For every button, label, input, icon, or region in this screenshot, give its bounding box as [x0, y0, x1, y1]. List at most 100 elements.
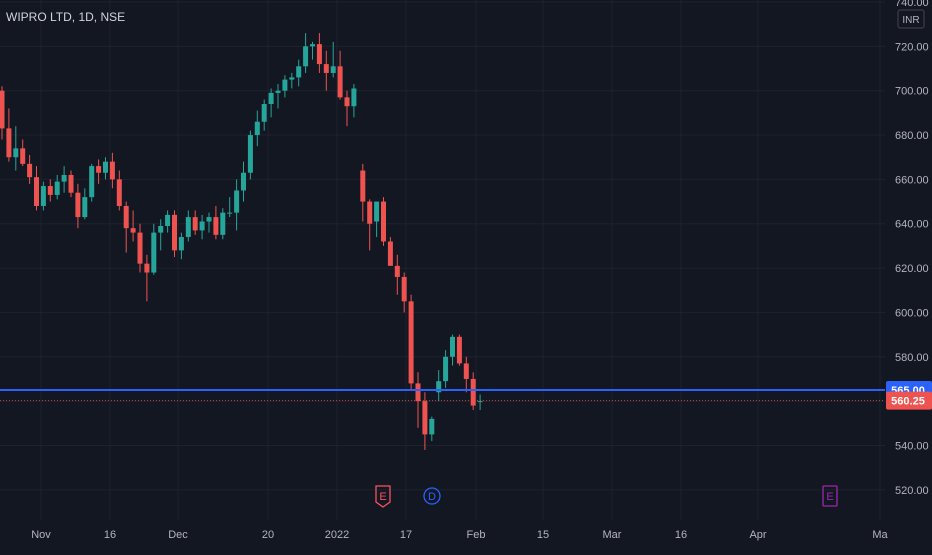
- candle: [199, 214, 205, 240]
- event-marker-earnings[interactable]: E: [375, 485, 391, 508]
- candle: [450, 334, 455, 366]
- candle-body: [401, 276, 407, 302]
- x-tick-label: 16: [675, 529, 687, 541]
- time-axis[interactable]: Nov 16 Dec 20 2022 17 Feb 15 Mar 16 Apr Ma: [0, 520, 932, 550]
- candle-body: [289, 77, 295, 80]
- candle: [27, 155, 33, 184]
- earnings-marker-icon: [375, 485, 391, 508]
- candle-body: [282, 79, 288, 91]
- candle-body: [323, 64, 329, 73]
- candle: [158, 219, 164, 251]
- y-tick-label: 720.00: [895, 41, 929, 53]
- candle-body: [268, 92, 274, 104]
- y-tick-label: 520.00: [895, 485, 929, 497]
- candle-body: [123, 206, 129, 229]
- candle: [247, 130, 253, 180]
- candle-body: [68, 174, 74, 193]
- candle-body: [144, 263, 150, 273]
- candle-body: [13, 148, 19, 158]
- y-tick-label: 700.00: [895, 86, 929, 98]
- candle-body: [241, 172, 246, 191]
- candle: [96, 159, 102, 184]
- candle: [351, 84, 357, 118]
- candle: [116, 170, 122, 211]
- y-tick-label: 680.00: [895, 130, 929, 142]
- candle-body: [247, 135, 253, 173]
- candle: [330, 41, 336, 78]
- candle-body: [158, 225, 164, 233]
- candle-body: [172, 214, 177, 251]
- y-tick-label: 580.00: [895, 352, 929, 364]
- x-tick-label: 15: [537, 529, 549, 541]
- candle: [422, 392, 428, 450]
- symbol-title: WIPRO LTD, 1D, NSE: [6, 10, 126, 24]
- candle-body: [310, 44, 315, 47]
- candle: [289, 72, 295, 89]
- candle-body: [463, 363, 469, 379]
- x-tick-label: Apr: [749, 529, 766, 541]
- candle: [130, 210, 136, 242]
- candle: [68, 170, 74, 198]
- candle-body: [367, 201, 373, 224]
- candle: [144, 254, 150, 302]
- candle-body: [470, 378, 476, 406]
- candle: [151, 223, 157, 275]
- candle-body: [450, 336, 455, 357]
- candle: [220, 208, 226, 240]
- candle-body: [75, 192, 81, 218]
- candle-body: [192, 217, 198, 231]
- level-lines: [0, 389, 885, 402]
- candle: [54, 174, 60, 200]
- grid-lines: [0, 0, 885, 520]
- candle: [282, 75, 288, 98]
- candle: [429, 416, 435, 442]
- candle: [213, 206, 219, 240]
- candle-body: [344, 97, 350, 107]
- last-price-badge: [886, 391, 932, 410]
- candle: [61, 166, 67, 193]
- candle-body: [213, 217, 219, 235]
- candle: [40, 181, 46, 211]
- candle: [394, 254, 400, 295]
- candle-body: [360, 170, 366, 202]
- candle: [178, 232, 184, 260]
- candles-layer: [0, 33, 483, 450]
- candle-body: [47, 186, 53, 195]
- candle: [296, 59, 302, 87]
- event-marker-earnings[interactable]: E: [822, 485, 838, 507]
- candle-body: [137, 232, 143, 264]
- candle-body: [109, 161, 115, 180]
- candle-body: [151, 232, 157, 273]
- candle-body: [381, 201, 386, 242]
- candle-body: [408, 301, 414, 384]
- currency-badge: [897, 9, 925, 29]
- candle-body: [54, 181, 60, 195]
- time-axis-bg: [0, 520, 932, 550]
- candle: [381, 197, 386, 246]
- x-tick-label: Mar: [603, 529, 622, 541]
- x-tick-label: 17: [400, 529, 412, 541]
- candle-body: [61, 174, 67, 182]
- candle: [241, 161, 246, 202]
- price-axis[interactable]: 740.00 720.00 700.00 680.00 660.00 640.00 620.…: [885, 0, 932, 550]
- candle: [109, 152, 115, 189]
- candle-body: [394, 265, 400, 277]
- candle-body: [89, 166, 95, 198]
- event-marker-dividend[interactable]: D: [423, 487, 441, 505]
- candle: [206, 212, 212, 233]
- candle: [123, 201, 129, 253]
- candle: [477, 394, 483, 410]
- candle-body: [220, 212, 226, 235]
- candle: [360, 163, 366, 222]
- candle-body: [82, 197, 88, 218]
- candle: [310, 41, 315, 60]
- x-tick-label: 20: [262, 529, 274, 541]
- candle: [344, 90, 350, 127]
- y-tick-label: 540.00: [895, 440, 929, 452]
- event-marker-label: E: [379, 491, 386, 503]
- y-tick-label: 740.00: [895, 0, 929, 9]
- candle: [415, 372, 421, 428]
- candle: [185, 210, 191, 242]
